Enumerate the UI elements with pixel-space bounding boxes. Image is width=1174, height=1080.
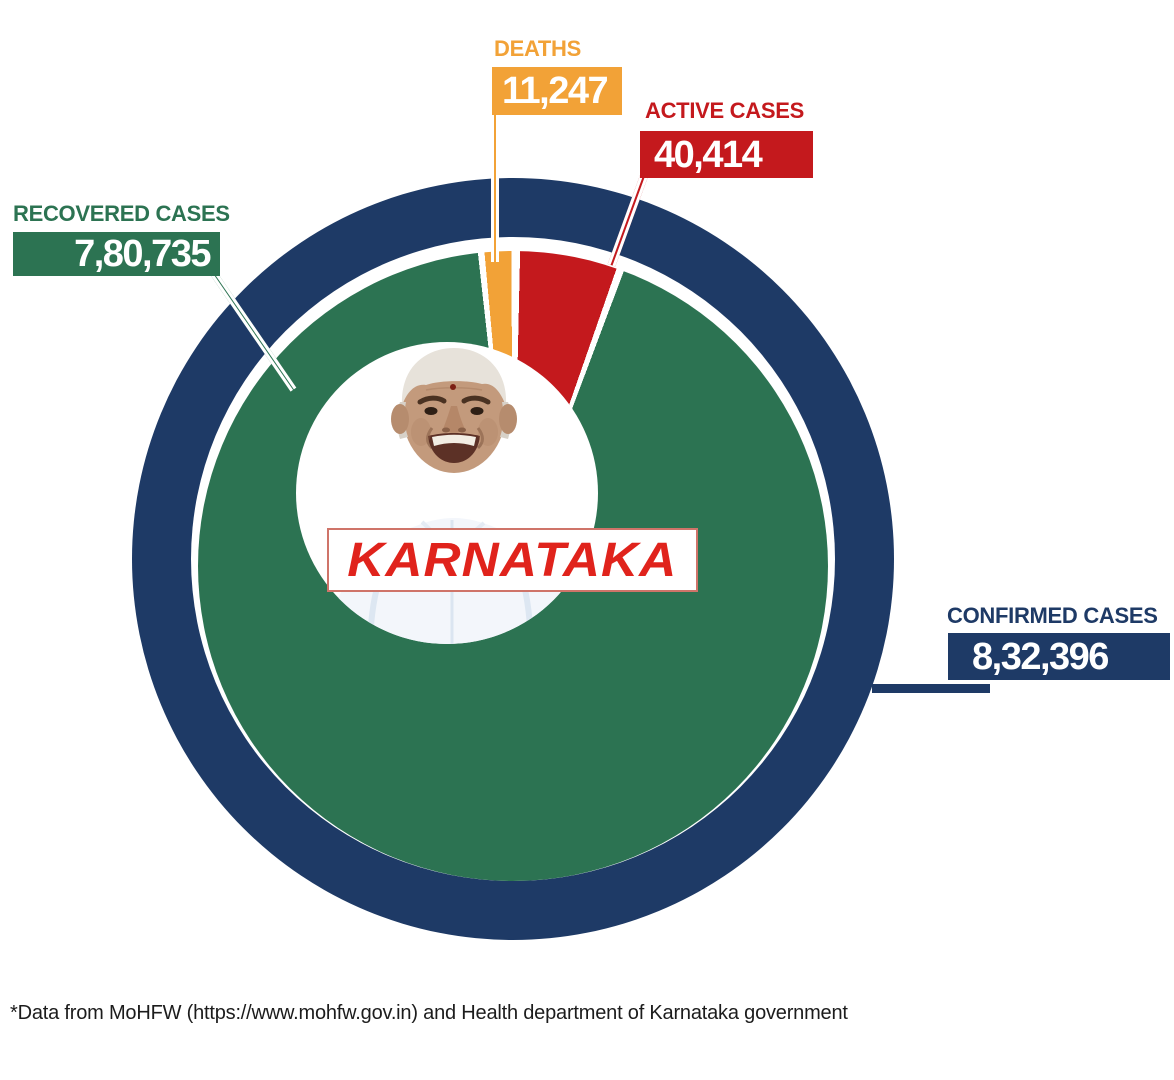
deaths-leader-line (491, 100, 499, 262)
cm-portrait-illustration (326, 348, 570, 644)
chart-center (296, 342, 598, 644)
active-cases-value-box: 40,414 (640, 131, 813, 178)
state-name: KARNATAKA (347, 533, 678, 587)
confirmed-cases-value: 8,32,396 (972, 635, 1109, 678)
active-cases-value: 40,414 (654, 133, 763, 176)
deaths-label: DEATHS (494, 36, 582, 61)
recovered-cases-value: 7,80,735 (74, 233, 211, 275)
confirmed-cases-label: CONFIRMED CASES (947, 603, 1158, 628)
confirmed-cases-value-box: 8,32,396 (948, 633, 1170, 680)
deaths-value: 11,247 (502, 70, 609, 112)
recovered-cases-value-box: 7,80,735 (13, 232, 220, 276)
active-cases-label: ACTIVE CASES (645, 98, 804, 123)
state-name-banner: KARNATAKA (327, 528, 698, 592)
source-note: *Data from MoHFW (https://www.mohfw.gov.… (10, 1002, 848, 1024)
deaths-value-box: 11,247 (492, 67, 622, 115)
recovered-cases-label: RECOVERED CASES (13, 201, 230, 226)
confirmed-leader-line (872, 684, 990, 693)
